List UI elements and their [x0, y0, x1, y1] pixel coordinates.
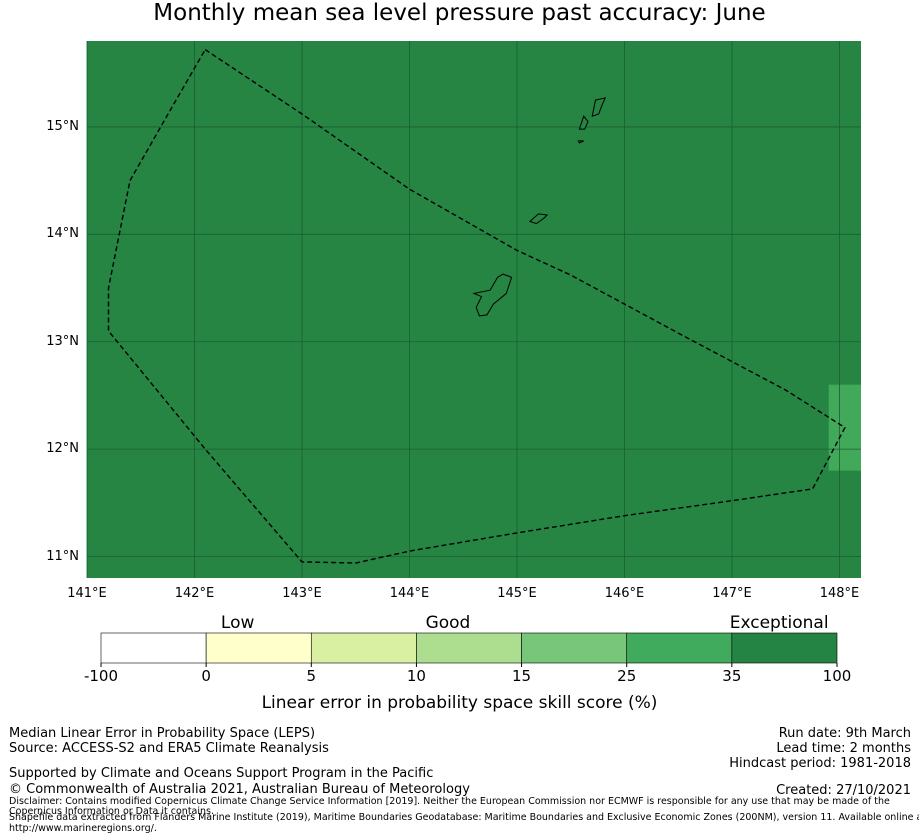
shapefile-credit-line-1: Shapefile data extracted from Flanders M…	[9, 812, 919, 823]
y-tick-label: 13°N	[46, 333, 79, 349]
island-guam	[472, 273, 513, 317]
info-leps: Median Linear Error in Probability Space…	[9, 726, 316, 741]
map-figure	[86, 41, 861, 578]
colorbar-category-low: Low	[220, 613, 255, 633]
colorbar-category-good: Good	[425, 613, 471, 633]
island-saipan	[591, 97, 607, 117]
island-rota	[528, 213, 549, 225]
y-tick-label: 12°N	[46, 441, 79, 457]
colorbar-bin-3	[416, 632, 522, 664]
x-tick-label: 147°E	[712, 586, 752, 601]
colorbar	[100, 632, 838, 667]
x-tick-label: 142°E	[174, 586, 215, 601]
y-tick-label: 14°N	[46, 226, 79, 242]
info-support: Supported by Climate and Oceans Support …	[9, 766, 434, 781]
x-tick-label: 146°E	[604, 586, 645, 601]
info-source: Source: ACCESS-S2 and ERA5 Climate Reana…	[9, 741, 329, 756]
colorbar-bin-5	[626, 632, 733, 664]
map-background	[87, 41, 861, 578]
hindcast-period: Hindcast period: 1981-2018	[729, 756, 911, 771]
info-copyright: © Commonwealth of Australia 2021, Austra…	[9, 782, 470, 797]
x-tick-label: 144°E	[389, 586, 430, 601]
x-tick-label: 143°E	[282, 586, 322, 601]
island-tinian	[577, 140, 584, 144]
disclaimer-line-2: Copernicus Information or Data it contai…	[9, 806, 215, 817]
island-aguijan	[578, 115, 589, 130]
y-tick-label: 15°N	[46, 118, 79, 134]
colorbar-axis-label: Linear error in probability space skill …	[261, 693, 658, 713]
x-tick-label: 145°E	[497, 586, 537, 601]
colorbar-bin-0	[100, 632, 207, 664]
colorbar-category-exceptional: Exceptional	[729, 613, 829, 633]
x-tick-label: 141°E	[67, 586, 107, 601]
created-date: Created: 27/10/2021	[776, 783, 911, 798]
colorbar-bin-1	[205, 632, 312, 664]
colorbar-bin-2	[310, 632, 417, 664]
colorbar-tick-label: 100	[822, 667, 852, 685]
colorbar-tick-label: 15	[512, 667, 532, 685]
colorbar-tick-label: 25	[617, 667, 637, 685]
colorbar-tick-label: 35	[722, 667, 742, 685]
lead-time: Lead time: 2 months	[776, 741, 911, 756]
colorbar-bin-4	[521, 632, 628, 664]
colorbar-tick-label: 10	[406, 667, 426, 685]
disclaimer-line-1: Disclaimer: Contains modified Copernicus…	[9, 796, 890, 807]
colorbar-tick-label: 0	[201, 667, 211, 685]
x-tick-label: 148°E	[819, 586, 860, 601]
run-date: Run date: 9th March	[778, 726, 911, 741]
page-title: Monthly mean sea level pressure past acc…	[153, 0, 766, 26]
colorbar-tick-label: 5	[306, 667, 317, 685]
eez-boundary	[107, 49, 846, 564]
shapefile-credit-line-2: http://www.marineregions.org/.	[9, 823, 157, 834]
colorbar-tick-label: -100	[83, 667, 119, 685]
y-tick-label: 11°N	[46, 548, 79, 564]
colorbar-bin-6	[731, 632, 838, 664]
